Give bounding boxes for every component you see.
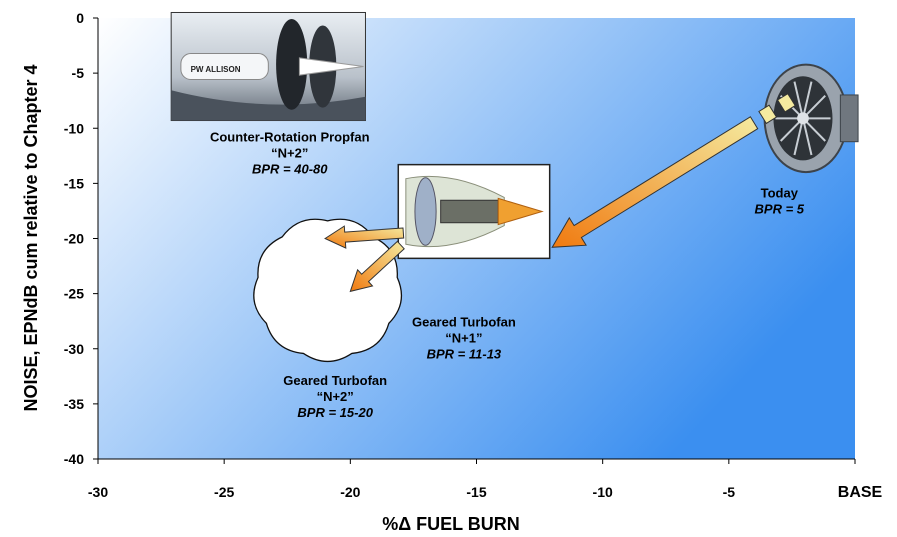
- engine-fan-blade: [801, 81, 813, 119]
- x-tick-label: -25: [214, 484, 234, 500]
- y-tick-label: -15: [64, 175, 84, 191]
- gtf-exhaust-cone: [497, 197, 544, 226]
- annotation-gtf-n1: Geared Turbofan“N+1”BPR = 11-13: [412, 315, 516, 362]
- arrow-dash-segment: [776, 93, 796, 113]
- x-tick-label: -5: [723, 484, 736, 500]
- annotation-line: BPR = 5: [755, 202, 805, 217]
- y-ticks: 0 -5 -10 -15 -20 -25 -30 -35 -40: [64, 10, 98, 467]
- arrow-today-to-n1: [551, 93, 796, 248]
- engine-fan-blade: [801, 118, 813, 156]
- pictures-layer: PW ALLISON: [170, 11, 859, 260]
- arrow-body: [349, 240, 405, 293]
- gtf-core: [440, 199, 499, 224]
- annotation-line: “N+2”: [317, 389, 354, 404]
- annotation-gtf-n2: Geared Turbofan“N+2”BPR = 15-20: [283, 373, 387, 420]
- annotation-line: Today: [761, 186, 799, 201]
- evolution-cloud: [253, 218, 403, 363]
- arrow-body: [551, 116, 759, 248]
- arrow-dash-segment: [758, 104, 778, 125]
- x-axis-title: %Δ FUEL BURN: [382, 514, 520, 534]
- annotation-line: “N+2”: [271, 145, 308, 160]
- x-ticks: -30 -25 -20 -15 -10 -5 BASE: [88, 459, 883, 501]
- evolution-cloud-outline: [253, 218, 403, 363]
- annotation-line: BPR = 40-80: [252, 161, 328, 176]
- arrows-layer: [324, 93, 796, 293]
- y-axis-title: NOISE, EPNdB cum relative to Chapter 4: [21, 64, 41, 411]
- y-tick-label: -25: [64, 286, 84, 302]
- cloud-layer: [253, 218, 403, 363]
- annotation-line: BPR = 11-13: [427, 347, 502, 362]
- x-tick-label: -10: [593, 484, 613, 500]
- annotation-line: Geared Turbofan: [283, 373, 387, 388]
- propfan-blades-front: [276, 18, 308, 110]
- y-tick-label: -30: [64, 341, 84, 357]
- annotation-line: Geared Turbofan: [412, 315, 516, 330]
- y-tick-label: -35: [64, 396, 84, 412]
- engine-fan-blade: [793, 81, 804, 119]
- y-tick-label: -5: [72, 65, 85, 81]
- x-tick-label: -15: [466, 484, 486, 500]
- x-tick-label: -20: [340, 484, 360, 500]
- gtf-fan: [414, 177, 437, 246]
- y-tick-label: -20: [64, 231, 84, 247]
- today-engine: [763, 63, 859, 174]
- annotation-line: BPR = 15-20: [297, 405, 373, 420]
- annotation-line: Counter-Rotation Propfan: [210, 129, 370, 144]
- arrow-n1-to-n2-down: [349, 240, 405, 293]
- propfan-logo-text: PW ALLISON: [191, 65, 241, 74]
- engine-nacelle: [180, 53, 269, 80]
- arrow-n1-to-n2-left: [324, 225, 405, 249]
- arrow-body: [324, 225, 405, 249]
- y-tick-label: -10: [64, 120, 84, 136]
- x-tick-label: BASE: [838, 484, 883, 501]
- engine-accessories: [839, 94, 859, 143]
- axes: -30 -25 -20 -15 -10 -5 BASE 0-5-10-15-20-25-30…: [64, 10, 883, 501]
- propfan-photo: PW ALLISON: [170, 11, 366, 122]
- spinner-cone: [298, 57, 364, 76]
- y-tick-label: 0: [76, 10, 84, 26]
- annotation-crp-n2: Counter-Rotation Propfan“N+2”BPR = 40-80: [210, 129, 370, 176]
- annotation-line: “N+1”: [445, 331, 482, 346]
- x-tick-label: -30: [88, 484, 108, 500]
- gtf-cutaway: [397, 163, 551, 260]
- aircraft-fuselage: [171, 90, 366, 121]
- engine-fan-blade: [793, 118, 804, 156]
- engine-spinner: [797, 112, 809, 125]
- y-tick-label: -40: [64, 451, 84, 467]
